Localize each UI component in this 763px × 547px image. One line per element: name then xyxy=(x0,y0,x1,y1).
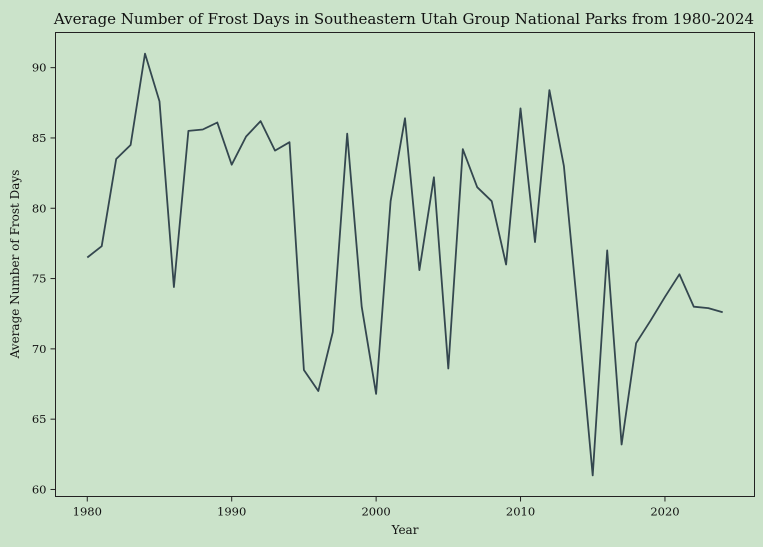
y-tick-label: 75 xyxy=(32,272,47,286)
x-tick-label: 1990 xyxy=(217,505,246,519)
x-tick-label: 1980 xyxy=(73,505,102,519)
y-tick-label: 60 xyxy=(32,482,47,496)
y-tick-label: 80 xyxy=(32,201,47,215)
x-axis-label: Year xyxy=(391,523,419,537)
plot-frame xyxy=(55,32,755,497)
x-axis: 1980 1990 2000 2010 2020 xyxy=(73,496,680,519)
y-axis: 60 65 70 75 80 85 90 xyxy=(32,61,56,496)
y-axis-label: Average Number of Frost Days xyxy=(8,170,22,360)
y-tick-label: 70 xyxy=(32,342,47,356)
x-tick-label: 2020 xyxy=(650,505,679,519)
y-tick-label: 85 xyxy=(32,131,47,145)
series-line xyxy=(86,52,723,477)
chart-title: Average Number of Frost Days in Southeas… xyxy=(53,10,754,28)
y-tick-label: 65 xyxy=(32,412,47,426)
y-tick-label: 90 xyxy=(32,61,47,75)
x-tick-label: 2000 xyxy=(361,505,390,519)
x-tick-label: 2010 xyxy=(506,505,535,519)
